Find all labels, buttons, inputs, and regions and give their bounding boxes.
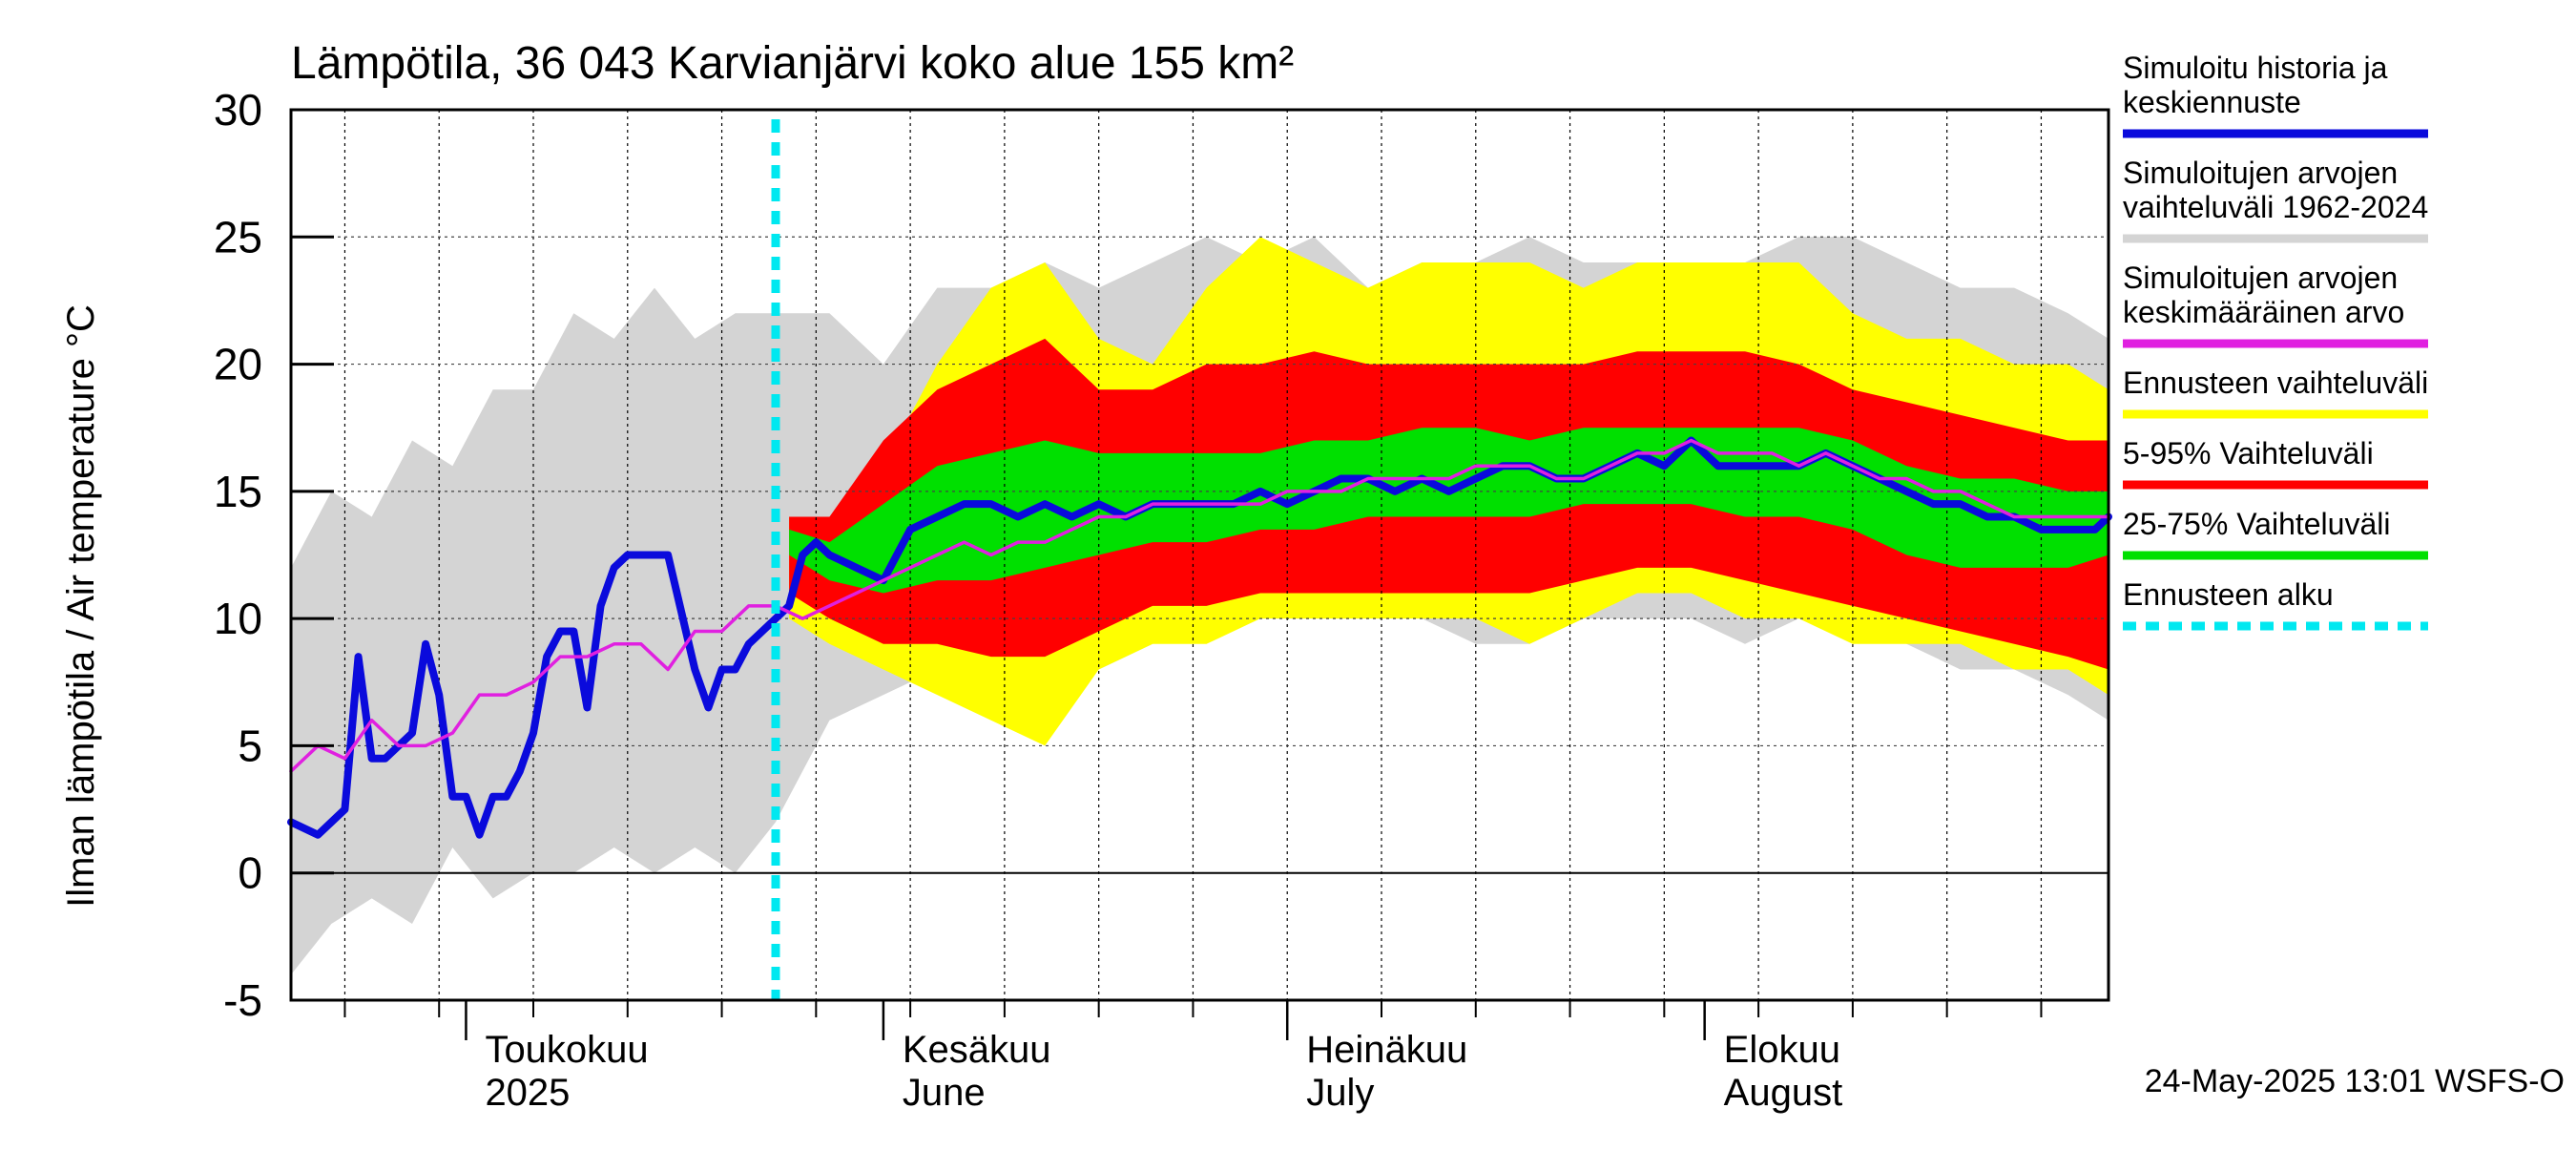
y-tick-label: 10 bbox=[214, 594, 262, 643]
legend-label: 25-75% Vaihteluväli bbox=[2123, 507, 2390, 541]
x-month-label-en: August bbox=[1724, 1072, 1843, 1114]
x-month-label-fi: Heinäkuu bbox=[1306, 1029, 1467, 1071]
legend-label: Simuloitujen arvojen bbox=[2123, 156, 2398, 190]
legend-label: keskimääräinen arvo bbox=[2123, 295, 2404, 329]
plot-frame bbox=[289, 108, 2110, 1002]
chart-title: Lämpötila, 36 043 Karvianjärvi koko alue… bbox=[291, 38, 1294, 89]
x-month-label-fi: Toukokuu bbox=[485, 1029, 648, 1071]
mean-line bbox=[289, 438, 2110, 773]
y-axis-label: Ilman lämpötila / Air temperature °C bbox=[60, 304, 102, 908]
y-axis: -5 0 5 10 15 20 25 30 bbox=[214, 85, 334, 1025]
x-month-label-en: 2025 bbox=[485, 1072, 570, 1114]
x-month-label-fi: Elokuu bbox=[1724, 1029, 1840, 1071]
footer-text: 24-May-2025 13:01 WSFS-O bbox=[2145, 1063, 2565, 1099]
grid bbox=[291, 110, 2109, 1000]
legend-label: Simuloitujen arvojen bbox=[2123, 261, 2398, 295]
plot-area bbox=[287, 110, 2112, 1000]
x-month-label-en: July bbox=[1306, 1072, 1374, 1114]
legend-label: keskiennuste bbox=[2123, 85, 2301, 119]
x-month-label-fi: Kesäkuu bbox=[903, 1029, 1051, 1071]
legend-label: vaihteluväli 1962-2024 bbox=[2123, 190, 2428, 224]
x-month-label-en: June bbox=[903, 1072, 986, 1114]
y-tick-label: 15 bbox=[214, 467, 262, 516]
legend-label: Ennusteen alku bbox=[2123, 577, 2334, 612]
y-tick-label: 5 bbox=[238, 721, 262, 770]
y-tick-label: 30 bbox=[214, 85, 262, 135]
y-tick-label: 20 bbox=[214, 340, 262, 389]
y-tick-label: -5 bbox=[223, 975, 262, 1025]
y-tick-label: 0 bbox=[238, 848, 262, 898]
history-line bbox=[287, 436, 2112, 839]
legend-label: Ennusteen vaihteluväli bbox=[2123, 366, 2428, 400]
y-tick-label: 25 bbox=[214, 212, 262, 261]
legend-label: 5-95% Vaihteluväli bbox=[2123, 436, 2374, 470]
legend-label: Simuloitu historia ja bbox=[2123, 51, 2388, 85]
